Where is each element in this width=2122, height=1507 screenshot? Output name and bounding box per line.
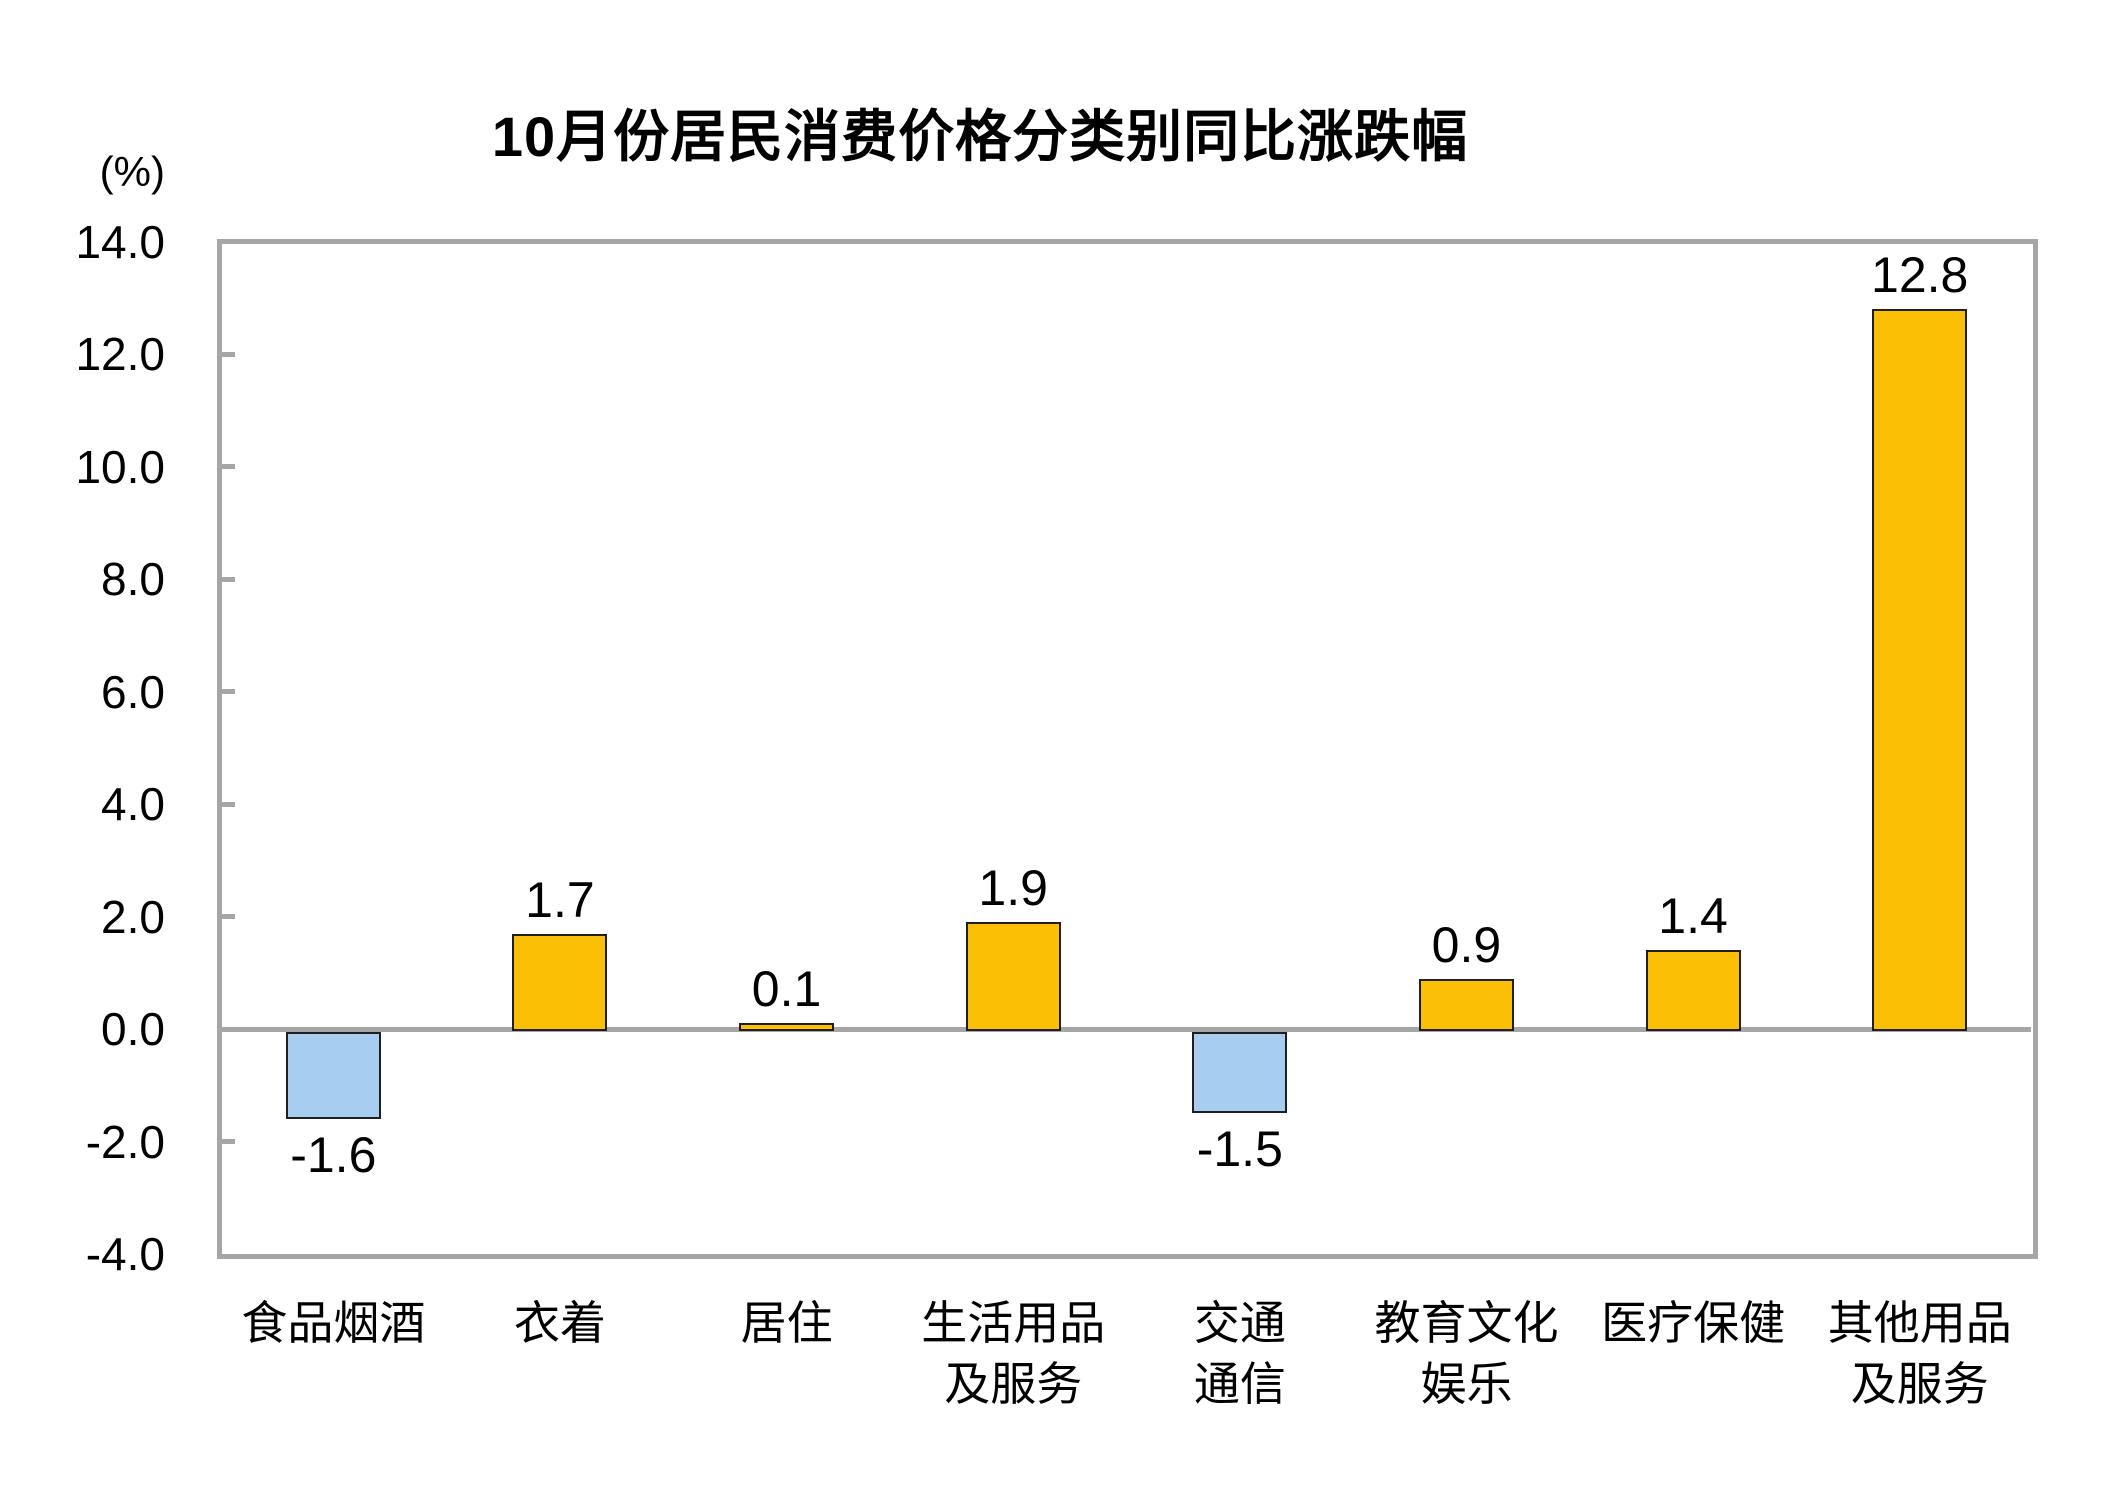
x-category-label-line: 居住 (740, 1297, 833, 1349)
bar-value-label: -1.6 (290, 1127, 377, 1184)
bar-value-label: 0.9 (1431, 916, 1502, 973)
y-tick-mark (220, 689, 235, 695)
y-tick-label: 4.0 (101, 778, 165, 831)
x-category-label-line: 通信 (1193, 1358, 1286, 1410)
bar-value-label: 1.4 (1658, 888, 1728, 945)
y-tick-label: -4.0 (85, 1228, 165, 1280)
x-category-label-line: 及服务 (1850, 1358, 1989, 1410)
x-category-label: 生活用品 及服务 (900, 1293, 1127, 1415)
bar-value-label: 1.7 (525, 871, 595, 928)
x-category-label: 教育文化 娱乐 (1353, 1293, 1580, 1415)
y-axis-unit-label: (%) (99, 148, 165, 195)
y-tick-label: 14.0 (75, 216, 165, 268)
x-category-label: 衣着 (447, 1293, 674, 1354)
plot-frame (217, 239, 2038, 1259)
bar (512, 933, 608, 1032)
x-category-label: 其他用品 及服务 (1806, 1293, 2033, 1415)
y-tick-mark (220, 464, 235, 470)
bar-value-label: -1.5 (1196, 1121, 1283, 1178)
bar (739, 1023, 835, 1032)
bar-value-label: 1.9 (978, 860, 1048, 917)
y-tick-label: -2.0 (85, 1115, 165, 1168)
x-category-label-line: 其他用品 (1827, 1297, 2012, 1349)
y-tick-label: 8.0 (101, 553, 165, 606)
bar (1418, 978, 1514, 1032)
x-category-label-line: 及服务 (944, 1358, 1083, 1410)
x-category-label: 食品烟酒 (220, 1293, 447, 1354)
bar (1645, 950, 1741, 1032)
y-tick-mark (220, 801, 235, 807)
x-category-label: 医疗保健 (1580, 1293, 1807, 1354)
y-tick-label: 0.0 (101, 1003, 165, 1056)
y-tick-label: 10.0 (75, 440, 165, 493)
bar-value-label: 0.1 (751, 961, 822, 1018)
bar (1192, 1032, 1288, 1114)
chart-title: 10月份居民消费价格分类别同比涨跌幅 (491, 105, 1469, 168)
y-tick-label: 2.0 (101, 890, 165, 943)
x-category-label-line: 娱乐 (1420, 1358, 1513, 1410)
y-tick-mark (220, 914, 235, 920)
x-category-label-line: 交通 (1193, 1297, 1286, 1349)
x-category-label-line: 医疗保健 (1601, 1297, 1786, 1349)
y-tick-mark (220, 576, 235, 582)
y-tick-mark (220, 1139, 235, 1145)
bar-value-label: 12.8 (1871, 247, 1969, 304)
x-category-label-line: 生活用品 (921, 1297, 1106, 1349)
x-category-label: 交通 通信 (1127, 1293, 1354, 1415)
x-category-label-line: 教育文化 (1374, 1297, 1559, 1349)
y-tick-label: 6.0 (101, 665, 165, 718)
bar (965, 922, 1061, 1032)
x-category-label-line: 食品烟酒 (241, 1297, 426, 1349)
x-category-label-line: 衣着 (513, 1297, 606, 1349)
y-tick-label: 12.0 (75, 328, 165, 381)
bar (285, 1032, 381, 1120)
bar (1872, 309, 1968, 1032)
x-category-label: 居住 (673, 1293, 900, 1354)
zero-baseline (222, 1026, 2031, 1032)
y-tick-mark (220, 351, 235, 357)
